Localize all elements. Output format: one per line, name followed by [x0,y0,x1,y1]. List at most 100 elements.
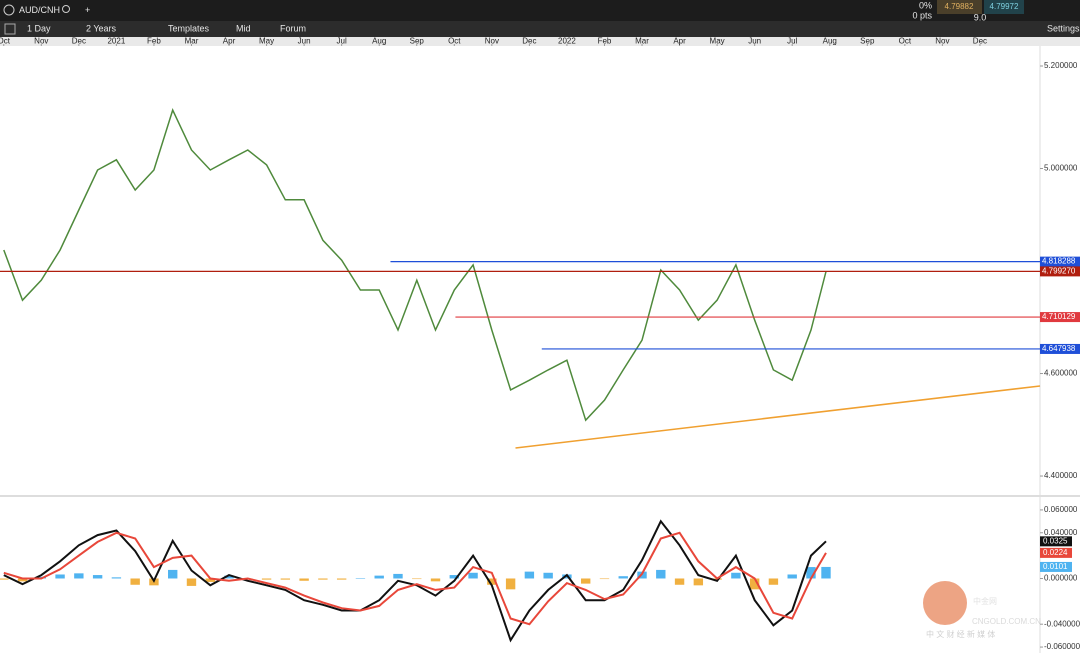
level-badge [1040,256,1080,267]
x-tick-label: Oct [899,37,912,46]
level-badge [1040,266,1080,277]
settings[interactable]: Settings [1047,23,1080,33]
x-tick-label: May [710,37,725,46]
trendline [515,385,1041,449]
histogram-bar [599,578,610,580]
x-tick-label: Oct [448,37,461,46]
histogram-bar [130,578,140,585]
x-tick-label: Nov [935,37,949,46]
spread: 9.0 [974,12,987,22]
x-tick-label: Oct [0,37,11,46]
histogram-bar [186,578,197,586]
y-tick-label: 5.200000 [1044,61,1078,70]
histogram-bar [543,572,553,579]
macd-line [3,519,827,643]
x-tick-label: Aug [823,37,837,46]
last-value-badge [1040,547,1072,558]
histogram-bar [505,578,516,590]
level-label: 4.647938 [1042,344,1076,353]
x-tick-label: Nov [34,37,48,46]
add-tab[interactable]: + [85,5,90,15]
x-tick-label: May [259,37,274,46]
level-label: 4.799270 [1042,266,1076,275]
toolbar [0,21,1080,37]
watermark: 中金网 CNGOLD.COM.CN 中 文 财 经 新 媒 体 [923,581,1041,639]
histogram-bar [318,578,328,580]
x-tick-label: Feb [147,37,161,46]
histogram-bar [581,578,591,584]
last-value-badge [1040,561,1072,572]
histogram-bar [17,578,28,582]
change-pct: 0% [919,0,932,10]
histogram-bar [731,572,741,579]
x-tick-label: Mar [185,37,199,46]
bid[interactable]: 4.79882 [945,2,974,11]
templates[interactable]: Templates [168,23,210,33]
watermark-name: 中金网 [973,596,997,606]
histogram-bar [524,571,535,579]
last-value-label: 0.0224 [1043,548,1068,557]
x-tick-label: Nov [485,37,499,46]
x-tick-label: Mar [635,37,649,46]
histogram-bar [205,578,215,582]
bid-box[interactable] [937,0,982,14]
time-axis [0,37,1080,46]
ask[interactable]: 4.79972 [990,2,1019,11]
histogram-bar [74,573,84,579]
range[interactable]: 2 Years [86,23,117,33]
top-bar [0,0,1080,21]
y-tick-label: -0.060000 [1044,642,1080,651]
x-tick-label: Jun [748,37,761,46]
x-tick-label: 2021 [107,37,125,46]
y-tick-label: 4.400000 [1044,471,1078,480]
x-tick-label: 2022 [558,37,576,46]
y-tick-label: 5.000000 [1044,164,1078,173]
layout-icon[interactable] [4,23,16,35]
histogram-bar [55,574,65,579]
histogram-bar [261,578,272,580]
last-value-label: 0.0101 [1043,562,1068,571]
ask-box[interactable] [984,0,1024,14]
histogram-bar [299,578,309,581]
menu-icon[interactable] [3,4,15,16]
level-label: 4.818288 [1042,257,1076,266]
price-type[interactable]: Mid [236,23,251,33]
watermark-site: CNGOLD.COM.CN [972,617,1041,626]
price-line [3,108,827,422]
histogram-bar [449,575,459,579]
histogram-bar [768,578,779,585]
search-icon[interactable] [62,5,70,13]
x-tick-label: Jun [298,37,311,46]
histogram-bar [430,578,441,582]
x-tick-label: Jul [787,37,797,46]
histogram-bar [336,578,347,580]
level-badge [1040,343,1080,354]
histogram-bar [168,569,178,579]
y-tick-label: 0.060000 [1044,505,1078,514]
level-label: 4.710129 [1042,312,1076,321]
y-tick-label: 0.000000 [1044,574,1078,583]
y-tick-label: -0.040000 [1044,619,1080,628]
histogram-bar [674,578,685,585]
histogram-bar [224,575,234,579]
x-tick-label: Sep [410,37,425,46]
histogram-bar [412,578,422,580]
x-tick-label: Dec [522,37,536,46]
histogram-bar [821,566,831,579]
histogram-bar [468,572,478,579]
histogram-bar [806,567,816,579]
macd-line [3,531,827,626]
change-pts: 0 pts [912,10,932,20]
histogram-bar [393,573,403,579]
histogram-bar [693,578,704,586]
y-tick-label: 4.600000 [1044,369,1078,378]
level-badge [1040,312,1080,323]
interval[interactable]: 1 Day [27,23,51,33]
forum[interactable]: Forum [280,23,306,33]
symbol[interactable]: AUD/CNH [19,5,60,15]
histogram-bar [92,575,103,579]
histogram-bar [618,576,628,579]
histogram-bar [487,578,497,585]
